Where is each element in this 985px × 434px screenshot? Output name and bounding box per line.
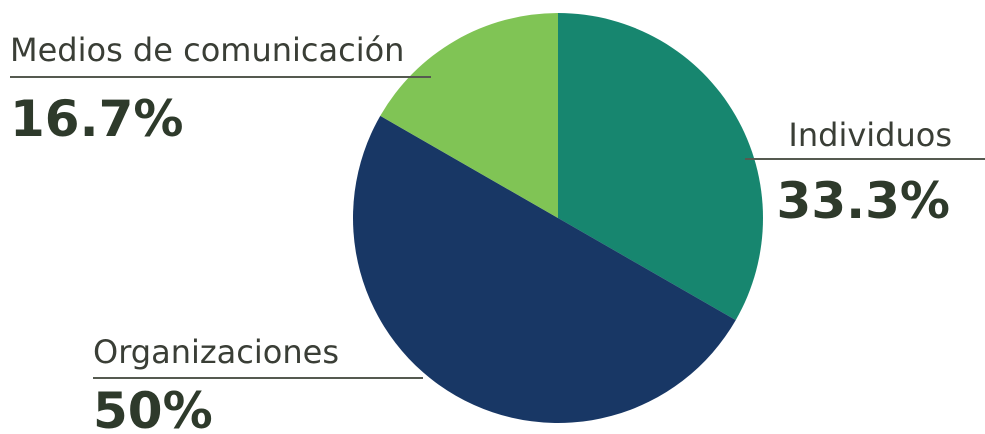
- pie-slice-medios-de-comunicación: [380, 13, 558, 218]
- slice-label-individuos: Individuos: [788, 116, 952, 154]
- pie-slices: [352, 13, 764, 424]
- slice-value-individuos: 33.3%: [777, 172, 950, 230]
- pie-slice-organizaciones: [352, 115, 736, 424]
- slice-label-medios-de-comunicacion: Medios de comunicación: [10, 31, 404, 69]
- pie-slice-individuos: [558, 13, 764, 321]
- slice-value-medios-de-comunicacion: 16.7%: [10, 90, 183, 148]
- slice-label-organizaciones: Organizaciones: [93, 333, 339, 371]
- slice-value-organizaciones: 50%: [93, 382, 213, 434]
